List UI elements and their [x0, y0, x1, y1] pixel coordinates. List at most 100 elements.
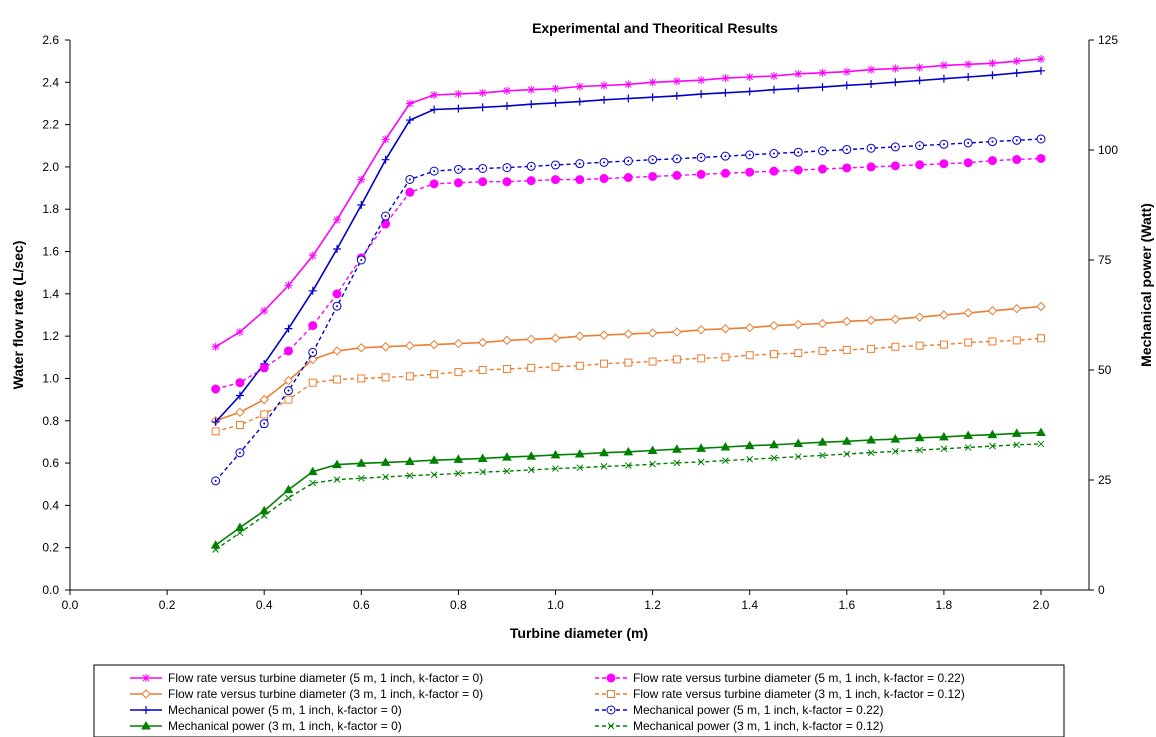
y-left-tick-label: 1.2 — [42, 329, 59, 343]
data-point — [599, 157, 609, 167]
legend-marker — [606, 673, 616, 683]
data-point — [430, 105, 439, 114]
legend-marker — [606, 705, 616, 715]
data-point — [647, 445, 658, 455]
data-point — [720, 324, 731, 334]
data-point — [794, 84, 803, 93]
data-point — [696, 152, 706, 162]
y-right-tick-label: 75 — [1098, 253, 1112, 267]
data-point — [453, 178, 463, 188]
data-point — [623, 329, 634, 339]
data-point — [308, 286, 317, 295]
series-5 — [211, 153, 1046, 394]
data-point — [939, 159, 949, 169]
x-tick-label: 1.4 — [741, 598, 758, 612]
series-2 — [210, 301, 1046, 426]
data-point — [769, 149, 779, 159]
data-point — [1036, 427, 1046, 436]
series-line — [215, 157, 1042, 390]
data-point — [285, 494, 292, 502]
data-point — [429, 166, 439, 176]
data-point — [575, 175, 585, 185]
data-point — [818, 346, 827, 355]
data-point — [405, 99, 414, 108]
data-point — [890, 142, 900, 152]
data-point — [648, 155, 658, 165]
data-point — [818, 68, 827, 77]
data-point — [817, 318, 828, 329]
data-point — [404, 456, 415, 466]
data-point — [380, 457, 391, 466]
data-point — [647, 328, 658, 338]
data-point — [963, 308, 973, 318]
data-point — [624, 462, 632, 469]
data-point — [259, 394, 269, 405]
x-tick-label: 1.8 — [936, 598, 953, 612]
data-point — [793, 438, 804, 447]
data-point — [453, 454, 464, 463]
data-point — [333, 245, 342, 253]
data-point — [479, 468, 487, 476]
data-point — [575, 159, 585, 169]
legend-label: Mechanical power (5 m, 1 inch, k-factor … — [168, 703, 402, 717]
data-point — [453, 338, 464, 349]
data-point — [672, 170, 682, 180]
data-point — [453, 164, 463, 174]
data-point — [745, 87, 754, 96]
data-point — [746, 455, 754, 463]
y-left-tick-label: 1.8 — [42, 202, 59, 216]
data-point — [890, 314, 901, 324]
data-point — [866, 162, 876, 172]
data-point — [235, 391, 244, 400]
data-point — [478, 163, 488, 173]
data-point — [357, 175, 366, 184]
x-tick-label: 2.0 — [1033, 598, 1050, 612]
y-right-tick-label: 25 — [1098, 473, 1112, 487]
legend-item: Flow rate versus turbine diameter (5 m, … — [595, 671, 965, 685]
data-point — [454, 368, 463, 377]
data-point — [284, 281, 293, 290]
data-point — [235, 407, 245, 418]
legend-label: Flow rate versus turbine diameter (5 m, … — [633, 671, 965, 685]
data-point — [939, 310, 949, 320]
data-point — [769, 71, 778, 80]
data-point — [867, 80, 876, 88]
data-point — [697, 90, 706, 99]
data-point — [866, 143, 876, 153]
data-point — [1012, 336, 1021, 345]
data-point — [964, 60, 973, 69]
data-point — [624, 358, 633, 367]
data-point — [745, 351, 754, 360]
x-tick-label: 0.2 — [159, 598, 176, 612]
data-point — [964, 72, 973, 81]
legend-label: Flow rate versus turbine diameter (5 m, … — [168, 671, 483, 685]
data-point — [989, 442, 996, 450]
data-point — [283, 386, 293, 396]
data-point — [600, 81, 609, 90]
data-point — [551, 84, 560, 93]
data-point — [551, 175, 560, 185]
y-left-tick-label: 0.0 — [42, 583, 59, 597]
data-point — [357, 474, 365, 482]
data-point — [260, 512, 268, 519]
legend-marker — [141, 720, 151, 730]
data-point — [576, 464, 584, 472]
data-point — [649, 460, 656, 468]
legend-label: Mechanical power (5 m, 1 inch, k-factor … — [633, 703, 883, 717]
data-point — [624, 94, 633, 103]
y-left-tick-label: 2.4 — [42, 75, 59, 89]
data-point — [1036, 301, 1046, 312]
data-point — [308, 321, 318, 331]
data-point — [502, 364, 511, 373]
data-point — [477, 337, 488, 348]
data-point — [720, 441, 731, 451]
data-point — [600, 95, 609, 104]
data-point — [964, 338, 973, 347]
data-point — [259, 505, 270, 515]
data-point — [623, 156, 633, 166]
data-point — [526, 451, 537, 460]
data-point — [939, 431, 949, 441]
y-left-axis-label: Water flow rate (L/sec) — [10, 241, 26, 390]
legend-item: Mechanical power (5 m, 1 inch, k-factor … — [130, 703, 402, 717]
data-point — [332, 289, 342, 299]
